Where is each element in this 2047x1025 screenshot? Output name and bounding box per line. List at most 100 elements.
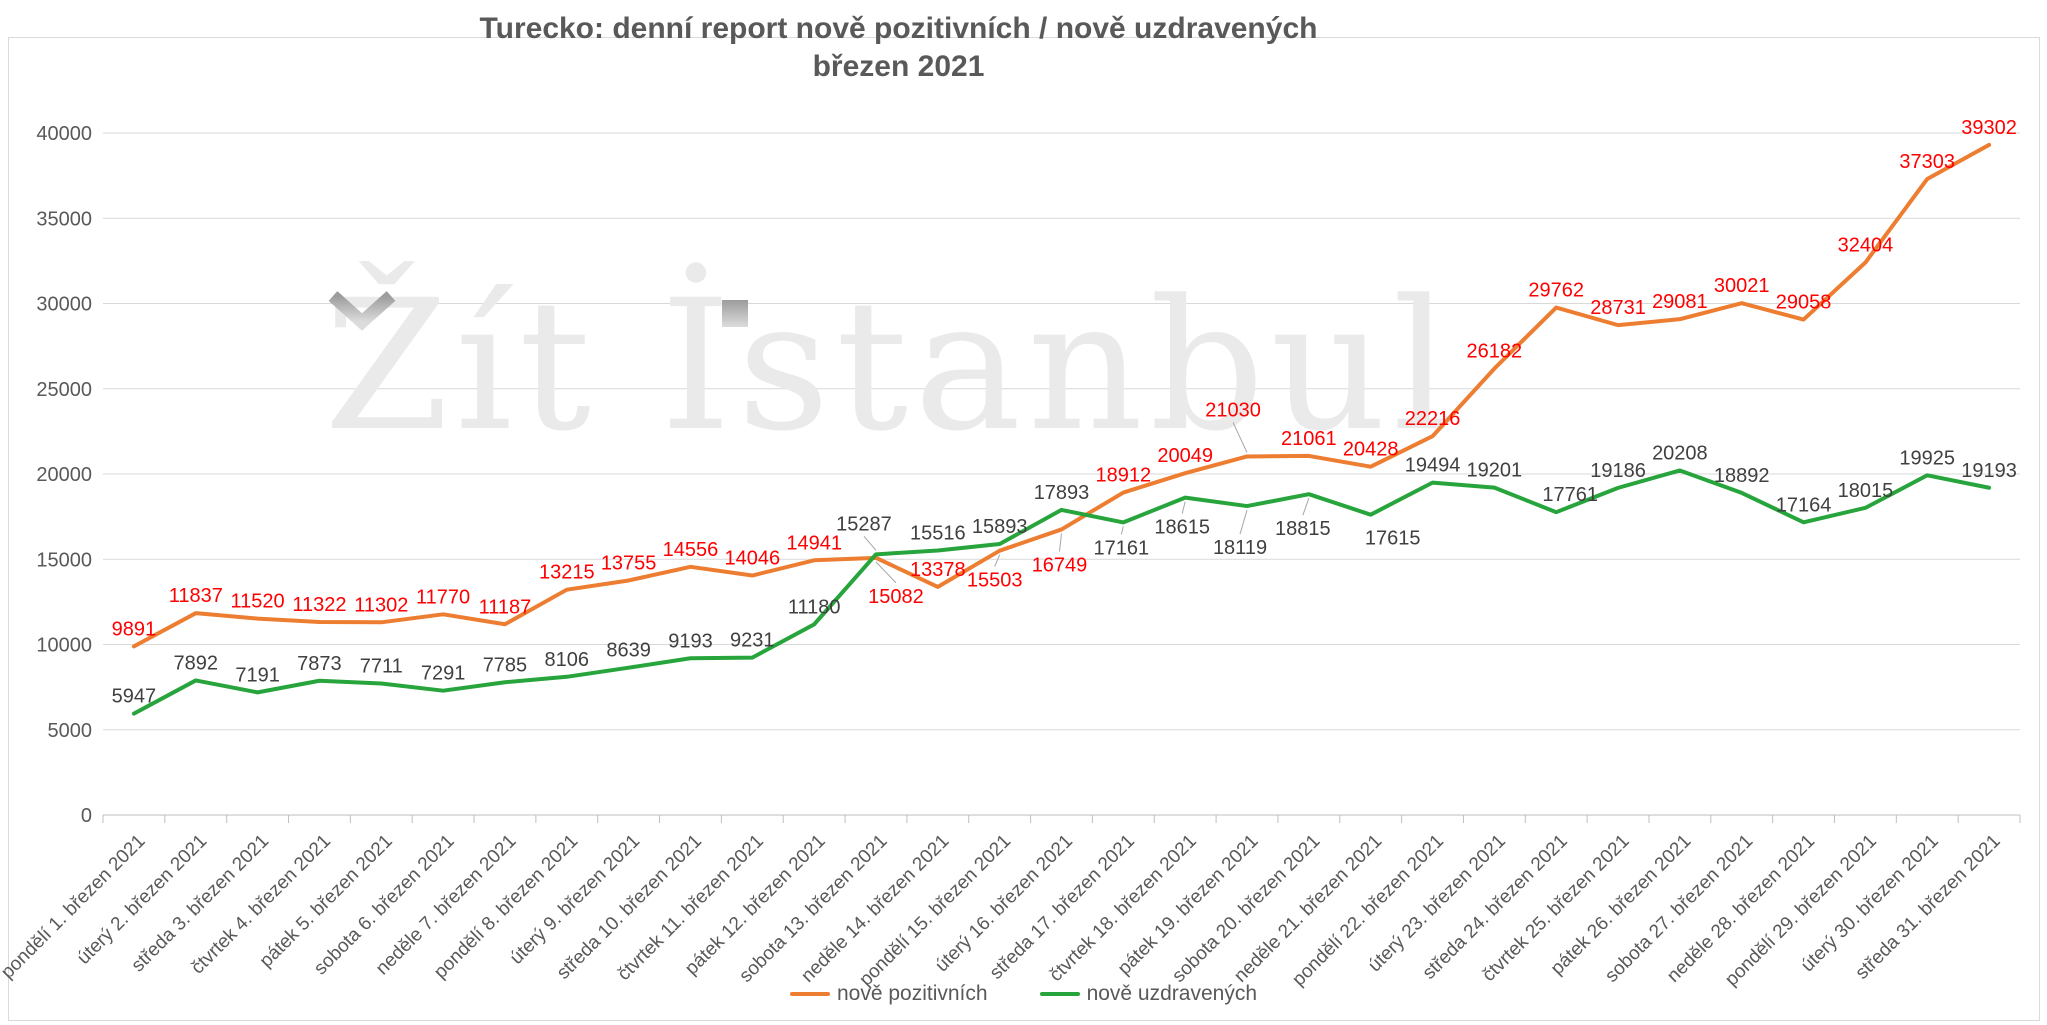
data-label: 20049 bbox=[1157, 445, 1213, 467]
data-label: 15287 bbox=[836, 513, 892, 535]
data-label: 28731 bbox=[1590, 297, 1646, 319]
data-label: 14941 bbox=[786, 532, 842, 554]
legend-line-swatch-orange bbox=[789, 992, 830, 996]
data-label: 11520 bbox=[231, 591, 285, 613]
data-label: 20428 bbox=[1343, 439, 1399, 461]
data-label: 14046 bbox=[724, 548, 780, 570]
y-tick-label: 5000 bbox=[48, 720, 93, 742]
data-label: 17164 bbox=[1776, 494, 1832, 516]
data-labels-nove-uzdravenych: 5947 7892 7191 7873 7711 7291 7785 8106 8639 9193… bbox=[112, 442, 2017, 707]
y-tick-label: 15000 bbox=[36, 549, 92, 571]
leader-line bbox=[1059, 533, 1062, 552]
legend-label-nove-pozitivnich: nově pozitivních bbox=[836, 982, 988, 1005]
leader-line bbox=[1232, 422, 1248, 453]
data-label: 7191 bbox=[235, 664, 280, 686]
data-label: 8106 bbox=[545, 649, 590, 671]
x-axis bbox=[102, 814, 2021, 823]
y-tick-label: 35000 bbox=[36, 208, 92, 230]
data-label: 19193 bbox=[1961, 460, 2017, 482]
data-label: 18015 bbox=[1838, 480, 1894, 502]
data-label: 32404 bbox=[1838, 235, 1894, 257]
leader-line bbox=[994, 554, 1001, 567]
data-label: 15516 bbox=[910, 522, 966, 544]
watermark-caron-accent bbox=[328, 291, 396, 331]
data-label: 19925 bbox=[1899, 447, 1955, 469]
data-label: 19494 bbox=[1405, 455, 1461, 477]
data-label: 19201 bbox=[1467, 460, 1523, 482]
data-label: 7873 bbox=[297, 653, 342, 675]
data-label: 11837 bbox=[169, 585, 223, 607]
data-label: 9891 bbox=[112, 618, 157, 640]
data-label: 13215 bbox=[539, 562, 595, 584]
data-label: 37303 bbox=[1899, 151, 1955, 173]
legend-item-nove-uzdravenych: nově uzdravených bbox=[1039, 982, 1258, 1006]
data-label: 17761 bbox=[1542, 484, 1598, 506]
data-label: 7711 bbox=[360, 656, 403, 678]
series-polyline bbox=[131, 468, 1992, 716]
data-label: 22216 bbox=[1405, 408, 1461, 430]
data-label: 11187 bbox=[479, 596, 532, 618]
data-label: 17615 bbox=[1365, 528, 1421, 550]
data-label: 39302 bbox=[1961, 117, 2017, 139]
watermark-text: Žít İstanbul bbox=[324, 261, 1456, 471]
chart-legend: nově pozitivních nově uzdravených bbox=[0, 982, 2047, 1006]
data-label: 18912 bbox=[1096, 465, 1152, 487]
data-label: 19186 bbox=[1590, 460, 1646, 482]
data-label: 9231 bbox=[730, 630, 775, 652]
y-tick-label: 40000 bbox=[36, 123, 92, 145]
data-label: 18815 bbox=[1275, 518, 1331, 540]
leader-line bbox=[1302, 498, 1310, 516]
data-label: 26182 bbox=[1467, 341, 1523, 363]
chart-title-line1: Turecko: denní report nově pozitivních /… bbox=[479, 12, 1318, 45]
y-tick-label: 20000 bbox=[36, 464, 92, 486]
data-label: 7785 bbox=[483, 654, 528, 676]
leader-line bbox=[863, 536, 877, 551]
data-label: 8639 bbox=[606, 640, 651, 662]
data-label: 20208 bbox=[1652, 442, 1708, 464]
data-label: 13755 bbox=[601, 552, 657, 574]
chart-title-line2: březen 2021 bbox=[812, 50, 985, 83]
data-label: 30021 bbox=[1714, 275, 1770, 297]
data-label: 18615 bbox=[1154, 517, 1210, 539]
data-label: 5947 bbox=[112, 686, 157, 708]
data-label: 7291 bbox=[421, 663, 466, 685]
leader-line bbox=[875, 561, 897, 584]
leader-line bbox=[1239, 509, 1248, 535]
y-tick-label: 0 bbox=[81, 805, 92, 827]
data-label: 15893 bbox=[972, 516, 1028, 538]
leader-line bbox=[1120, 526, 1124, 535]
data-label: 14556 bbox=[663, 539, 719, 561]
series-polyline bbox=[131, 142, 1992, 649]
data-label: 18892 bbox=[1714, 465, 1770, 487]
chart-frame bbox=[8, 37, 2040, 1021]
data-label: 7892 bbox=[174, 652, 219, 674]
legend-line-swatch-green bbox=[1039, 992, 1080, 996]
y-tick-label: 25000 bbox=[36, 379, 92, 401]
data-label: 17893 bbox=[1034, 482, 1090, 504]
data-label: 16749 bbox=[1032, 554, 1088, 576]
leader-line bbox=[1181, 501, 1186, 514]
data-label: 18119 bbox=[1213, 537, 1267, 559]
data-label: 17161 bbox=[1094, 537, 1150, 559]
data-label: 11180 bbox=[788, 596, 841, 618]
y-axis-labels: 0 5000 10000 15000 20000 25000 30000 35000 40000 bbox=[36, 123, 92, 827]
data-label: 11302 bbox=[354, 594, 408, 616]
series-line-nove-pozitivnich bbox=[131, 142, 1992, 649]
label-leader-lines bbox=[863, 422, 1310, 584]
data-label: 15082 bbox=[868, 586, 924, 608]
data-label: 29081 bbox=[1652, 291, 1708, 313]
legend-item-nove-pozitivnich: nově pozitivních bbox=[789, 982, 988, 1006]
legend-label-nove-uzdravenych: nově uzdravených bbox=[1086, 982, 1258, 1005]
data-label: 15503 bbox=[967, 570, 1023, 592]
data-label: 9193 bbox=[668, 630, 713, 652]
series-line-nove-uzdravenych bbox=[131, 468, 1992, 716]
gridlines bbox=[103, 132, 2020, 731]
data-label: 29762 bbox=[1528, 280, 1584, 302]
watermark-dot-accent bbox=[722, 300, 748, 327]
data-label: 11322 bbox=[292, 594, 346, 616]
watermark: Žít İstanbul bbox=[324, 261, 1456, 471]
data-labels-nove-pozitivnich: 9891 11837 11520 11322 11302 11770 11187 13215 1… bbox=[112, 117, 2017, 640]
